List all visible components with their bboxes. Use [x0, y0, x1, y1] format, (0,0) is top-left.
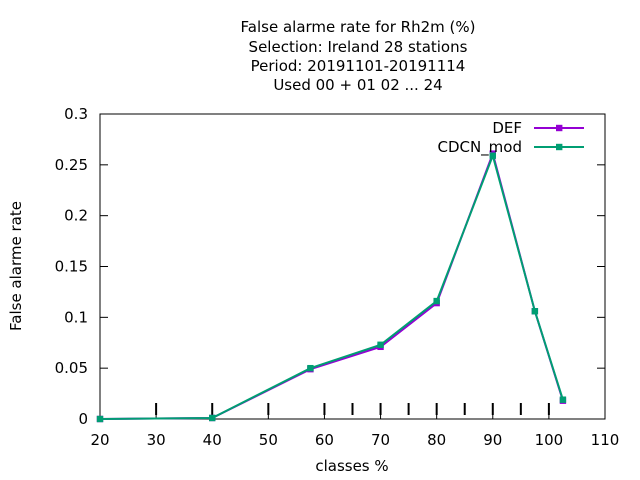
data-point — [559, 396, 567, 403]
data-point — [377, 341, 384, 348]
y-tick-label: 0.2 — [64, 207, 88, 225]
x-axis: 20 30 40 50 60 70 80 90 100 110 — [90, 411, 619, 449]
x-tick-label: 60 — [315, 431, 334, 449]
x-tick-label: 100 — [535, 431, 564, 449]
series-line — [99, 152, 564, 420]
y-axis-label: False alarme rate — [7, 201, 25, 331]
y-tick-label: 0.05 — [55, 359, 88, 377]
x-tick-label: 50 — [259, 431, 278, 449]
y-tick-label: 0 — [78, 410, 88, 428]
data-point — [531, 308, 539, 315]
legend-swatch-point — [556, 124, 563, 132]
x-tick-label: 80 — [427, 431, 446, 449]
data-point — [209, 414, 216, 422]
title-line-1: False alarme rate for Rh2m (%) — [241, 18, 476, 36]
y-tick-label: 0.1 — [64, 308, 88, 326]
x-tick-label: 40 — [203, 431, 222, 449]
data-point — [96, 415, 104, 423]
y-tick-label: 0.25 — [55, 156, 88, 174]
data-point — [489, 152, 496, 159]
series-layer — [96, 150, 567, 423]
series-cdcn_mod — [96, 152, 567, 423]
data-point — [307, 364, 314, 372]
x-tick-label: 110 — [591, 431, 620, 449]
x-axis-label: classes % — [315, 457, 388, 475]
series-def — [96, 150, 567, 423]
x-tick-label: 30 — [147, 431, 166, 449]
x-tick-label: 90 — [483, 431, 502, 449]
data-point — [433, 297, 440, 305]
x-tick-label: 20 — [90, 431, 109, 449]
legend-swatch-point — [556, 143, 563, 151]
y-axis: 0 0.05 0.1 0.15 0.2 0.25 0.3 — [55, 105, 605, 428]
title-line-2: Selection: Ireland 28 stations — [249, 38, 468, 56]
plot-frame — [99, 113, 606, 420]
y-tick-label: 0.15 — [55, 258, 88, 276]
chart-title: False alarme rate for Rh2m (%) Selection… — [241, 18, 476, 94]
y-tick-label: 0.3 — [64, 105, 88, 123]
interior-markers — [155, 403, 550, 415]
legend-label: DEF — [492, 119, 522, 137]
title-line-3: Period: 20191101-20191114 — [251, 57, 466, 75]
series-line — [99, 150, 564, 420]
title-line-4: Used 00 + 01 02 ... 24 — [273, 76, 442, 94]
x-tick-label: 70 — [371, 431, 390, 449]
legend-label: CDCN_mod — [437, 138, 522, 157]
